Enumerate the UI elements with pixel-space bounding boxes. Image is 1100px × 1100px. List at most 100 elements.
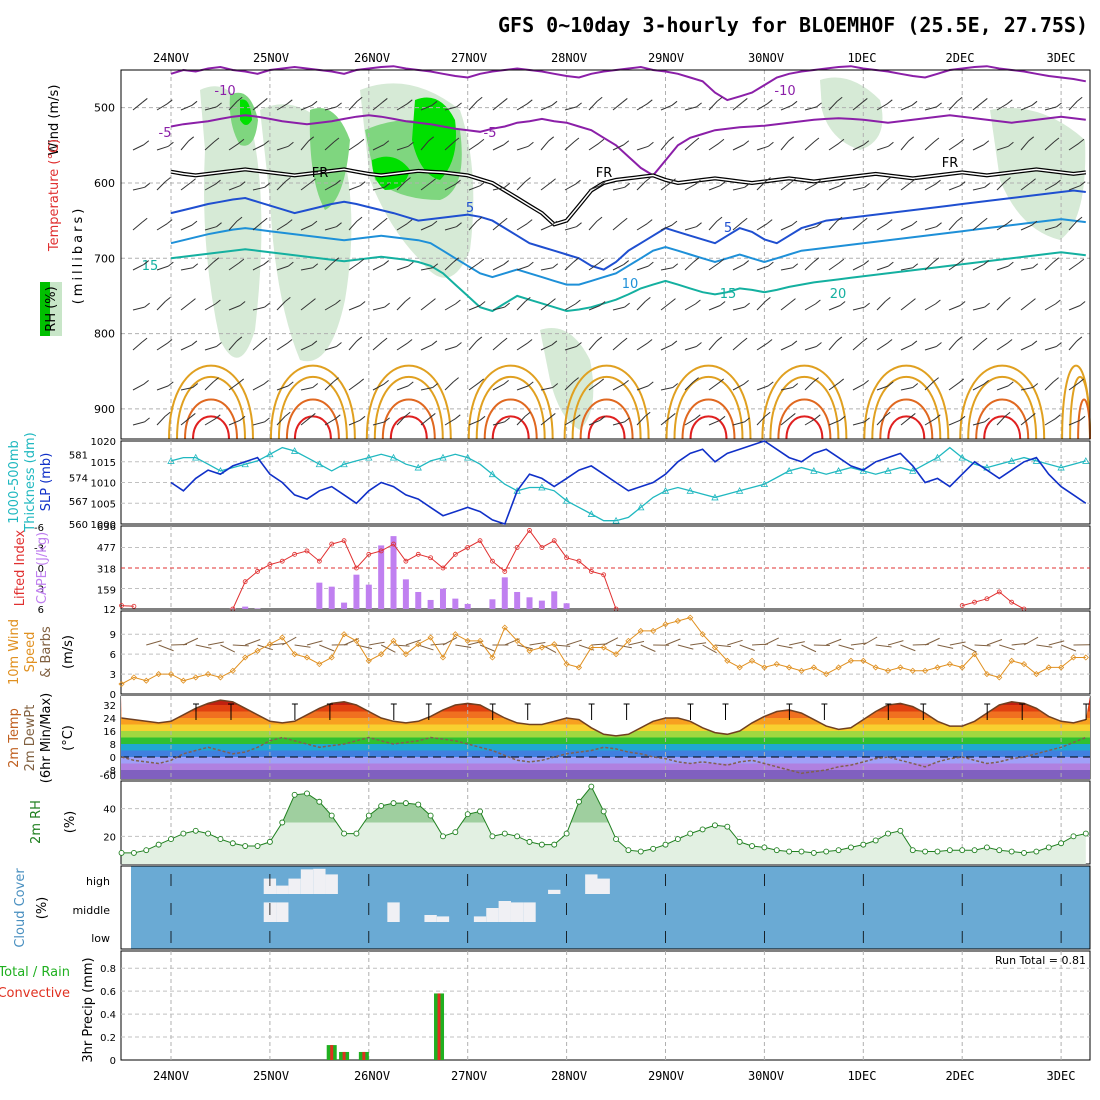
wind-barb xyxy=(156,223,168,231)
wind-barb xyxy=(228,220,238,231)
wind-barb xyxy=(372,221,383,231)
rh2m-marker xyxy=(674,836,681,843)
cape-bar xyxy=(439,588,446,609)
wind-barb xyxy=(876,265,889,271)
warm-contour xyxy=(389,415,428,440)
wind-barb xyxy=(516,343,528,351)
wind-barb xyxy=(972,341,983,351)
wind-barb xyxy=(540,344,553,351)
wind-barb xyxy=(876,343,888,351)
wind-barb xyxy=(996,145,1009,151)
wind-barb xyxy=(252,306,265,311)
wind-barb-flag xyxy=(958,138,965,144)
wind-barb-flag xyxy=(813,257,820,263)
wind-barb xyxy=(708,419,721,426)
wind-barb-flag xyxy=(164,411,171,417)
wind-barb xyxy=(780,224,793,231)
wind10-marker xyxy=(180,677,187,684)
wind-barb xyxy=(180,387,193,391)
wind10-barb xyxy=(566,639,582,646)
wind-barb-flag xyxy=(861,337,868,343)
wind-barb xyxy=(300,224,313,231)
precip-convective-bar xyxy=(437,993,441,1060)
wind-barb-flag xyxy=(573,377,579,383)
slp-tick-label: 1005 xyxy=(91,499,116,510)
wind-barb xyxy=(300,387,313,391)
wind-barb xyxy=(468,142,480,151)
wind-barb xyxy=(324,183,336,191)
wind10-marker xyxy=(143,677,150,684)
wind10-barb xyxy=(158,644,174,652)
temp2m-tick-label: 0 xyxy=(110,753,116,764)
wind-barb xyxy=(276,385,289,391)
wind10-marker xyxy=(501,624,508,631)
wind-barb-flag xyxy=(431,340,438,346)
wind-barb-flag xyxy=(933,137,940,143)
wind-barb xyxy=(948,262,960,271)
wind-barb xyxy=(804,381,814,391)
wind-barb xyxy=(828,340,838,351)
rh2m-marker xyxy=(971,847,978,854)
wind-barb xyxy=(180,417,191,426)
contour-label: -5 xyxy=(159,126,172,141)
wind-barb-flag xyxy=(408,141,414,147)
wind-barb-flag xyxy=(598,378,605,384)
wind-barb-flag xyxy=(574,414,581,420)
wind-barb xyxy=(300,140,310,151)
thickness-marker xyxy=(933,453,942,461)
li-marker xyxy=(490,558,495,564)
wind-barb-flag xyxy=(166,219,173,225)
wind10-marker xyxy=(229,667,236,674)
wind-barb-flag xyxy=(333,137,340,143)
wind-barb xyxy=(1068,262,1080,271)
label-temperature: Temperature (°C) xyxy=(47,139,62,252)
wind-barb-flag xyxy=(815,299,821,305)
wind10-marker xyxy=(130,674,137,681)
wind-barb-flag xyxy=(815,179,821,185)
date-label-bottom: 26NOV xyxy=(354,1069,390,1083)
wind-barb xyxy=(732,341,743,351)
wind-barb-flag xyxy=(236,336,243,342)
wind-barb xyxy=(780,344,793,351)
wind-barb xyxy=(420,104,433,111)
wind-barb-flag xyxy=(575,179,581,185)
warm-contour xyxy=(959,364,1046,440)
thickness-marker xyxy=(365,453,373,461)
rh2m-marker xyxy=(390,800,397,807)
wind-barb-flag xyxy=(381,217,388,223)
contour-15 xyxy=(170,248,1086,313)
wind-barb xyxy=(636,265,649,271)
temp2m-tick-label: 16 xyxy=(103,727,116,738)
rh2m-marker xyxy=(786,848,793,855)
wind-barb-flag xyxy=(596,336,603,342)
contour-label: FR xyxy=(312,166,329,181)
wind10-barb xyxy=(146,640,162,646)
wind-barb xyxy=(1068,382,1080,391)
wind-barb xyxy=(612,186,625,191)
wind-barb xyxy=(276,343,288,351)
wind-barb-flag xyxy=(167,381,174,387)
wind-barb-flag xyxy=(213,377,219,383)
wind-barb xyxy=(444,303,456,311)
wind-barb-flag xyxy=(696,342,702,347)
li-marker xyxy=(267,562,273,567)
wind-barb-flag xyxy=(934,414,941,420)
wind-barb-flag xyxy=(670,413,676,418)
slp-thickness-lines xyxy=(167,440,1090,526)
wind-barb-flag xyxy=(144,182,151,188)
wind-barb xyxy=(516,103,528,111)
wind-barb-flag xyxy=(1006,219,1013,225)
wind10-marker xyxy=(217,674,224,681)
wind-barb xyxy=(468,340,478,351)
wind-barb xyxy=(540,182,551,191)
date-label-top: 24NOV xyxy=(153,51,189,65)
wind-barb-flag xyxy=(792,383,799,388)
thickness-marker xyxy=(389,453,398,461)
wind-barb xyxy=(228,142,240,151)
wind-barb-flag xyxy=(1030,413,1036,418)
precip-convective-bar xyxy=(330,1045,334,1060)
wind-barb-flag xyxy=(552,263,559,269)
temperature-band xyxy=(121,763,1090,770)
wind10-barb xyxy=(393,644,410,647)
